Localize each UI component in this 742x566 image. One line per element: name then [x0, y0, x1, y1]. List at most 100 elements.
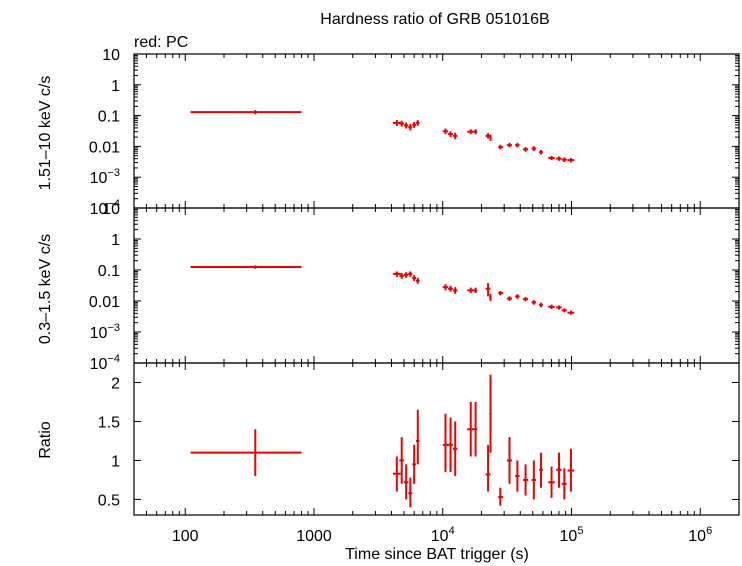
data-point-ratio	[531, 460, 536, 500]
data-point-soft	[556, 305, 562, 310]
data-point-ratio	[561, 468, 567, 500]
data-point-ratio	[485, 444, 491, 492]
chart-title: Hardness ratio of GRB 051016B	[320, 11, 549, 28]
y-tick-label-hard: 10−4	[90, 198, 120, 218]
data-point-hard	[539, 149, 543, 155]
data-point-hard	[489, 134, 492, 141]
data-point-hard	[561, 157, 567, 163]
data-point-hard	[392, 119, 401, 126]
data-point-soft	[452, 287, 458, 294]
data-point-soft	[567, 310, 575, 315]
data-point-ratio	[567, 448, 575, 492]
data-point-soft	[416, 277, 420, 284]
data-point-hard	[452, 132, 458, 140]
y-axis-label-ratio: Ratio	[37, 421, 54, 458]
data-point-ratio	[556, 452, 562, 488]
data-point-hard	[408, 124, 413, 131]
y-tick-label-hard: 10	[102, 47, 120, 64]
data-point-soft	[448, 285, 453, 292]
y-tick-label-hard: 10−3	[90, 167, 120, 187]
data-point-soft	[485, 283, 491, 297]
y-tick-label-ratio: 1	[111, 453, 120, 470]
y-tick-label-hard: 0.1	[98, 109, 120, 126]
data-point-ratio	[548, 466, 555, 498]
data-point-soft	[506, 296, 512, 301]
data-point-hard	[412, 121, 417, 128]
data-point-ratio	[539, 452, 543, 488]
data-point-hard	[556, 156, 562, 161]
data-point-soft	[489, 293, 492, 301]
x-axis-label: Time since BAT trigger (s)	[345, 546, 529, 563]
data-point-ratio	[392, 456, 401, 492]
data-point-soft	[392, 271, 401, 277]
data-point-soft	[474, 287, 478, 294]
data-point-soft	[399, 273, 404, 279]
data-point-ratio	[399, 437, 404, 484]
y-tick-label-soft: 1	[111, 232, 120, 249]
y-axis-label-hard: 1.51–10 keV c/s	[37, 76, 54, 191]
data-point-ratio	[498, 487, 504, 506]
axes-layer: 100 1000 104 105 1061010.10.0110−310−41010.1…	[89, 47, 740, 545]
data-point-soft	[442, 284, 449, 291]
data-point-soft	[498, 291, 504, 296]
data-point-ratio	[190, 429, 302, 477]
data-point-soft	[522, 296, 529, 302]
data-point-ratio	[467, 401, 475, 457]
x-tick-label: 104	[431, 525, 455, 545]
panel-frame-hard	[133, 53, 740, 209]
data-point-soft	[539, 302, 543, 308]
data-point-hard	[515, 142, 520, 148]
data-point-soft	[515, 294, 520, 299]
data-point-soft	[467, 287, 475, 294]
data-point-ratio	[408, 477, 413, 508]
panel-frame-soft	[133, 207, 740, 364]
data-point-ratio	[412, 444, 417, 484]
y-tick-label-soft: 10	[102, 201, 120, 218]
data-point-soft	[561, 308, 567, 313]
y-tick-label-ratio: 2	[111, 375, 120, 392]
data-point-ratio	[515, 460, 520, 492]
data-point-ratio	[403, 464, 409, 500]
data-layer	[190, 110, 575, 508]
data-point-ratio	[442, 413, 449, 473]
data-point-ratio	[522, 464, 529, 496]
y-tick-label-ratio: 0.5	[98, 492, 120, 509]
data-point-soft	[531, 300, 536, 305]
y-tick-label-soft: 0.1	[98, 263, 120, 280]
panel-frame-ratio	[133, 362, 740, 516]
data-point-hard	[442, 128, 449, 135]
data-point-soft	[190, 265, 302, 269]
x-tick-label: 106	[688, 525, 712, 545]
data-point-hard	[522, 147, 529, 152]
data-point-hard	[416, 120, 420, 126]
data-point-ratio	[506, 437, 512, 484]
data-point-ratio	[489, 374, 492, 453]
data-point-ratio	[452, 421, 458, 477]
y-tick-label-hard: 1	[111, 78, 120, 95]
y-tick-label-ratio: 1.5	[98, 414, 120, 431]
chart-annotation: red: PC	[134, 34, 188, 51]
data-point-ratio	[448, 417, 453, 473]
data-point-hard	[506, 142, 512, 148]
data-point-hard	[448, 131, 453, 138]
data-point-ratio	[474, 401, 478, 457]
x-tick-label: 1000	[296, 528, 332, 545]
data-point-soft	[408, 271, 413, 277]
data-point-hard	[403, 122, 409, 129]
data-point-hard	[190, 110, 302, 115]
y-tick-label-hard: 0.01	[89, 139, 120, 156]
y-axis-label-soft: 0.3–1.5 keV c/s	[37, 234, 54, 344]
data-point-ratio	[416, 409, 420, 465]
x-tick-label: 100	[172, 528, 199, 545]
data-point-soft	[403, 272, 409, 278]
x-tick-label: 105	[560, 525, 584, 545]
data-point-hard	[567, 158, 575, 163]
y-tick-label-soft: 10−3	[90, 322, 120, 342]
data-point-hard	[467, 129, 475, 135]
y-tick-label-soft: 10−4	[90, 353, 120, 373]
data-point-hard	[531, 146, 536, 151]
data-point-hard	[474, 129, 478, 135]
data-point-hard	[399, 120, 404, 127]
data-point-soft	[412, 275, 417, 282]
